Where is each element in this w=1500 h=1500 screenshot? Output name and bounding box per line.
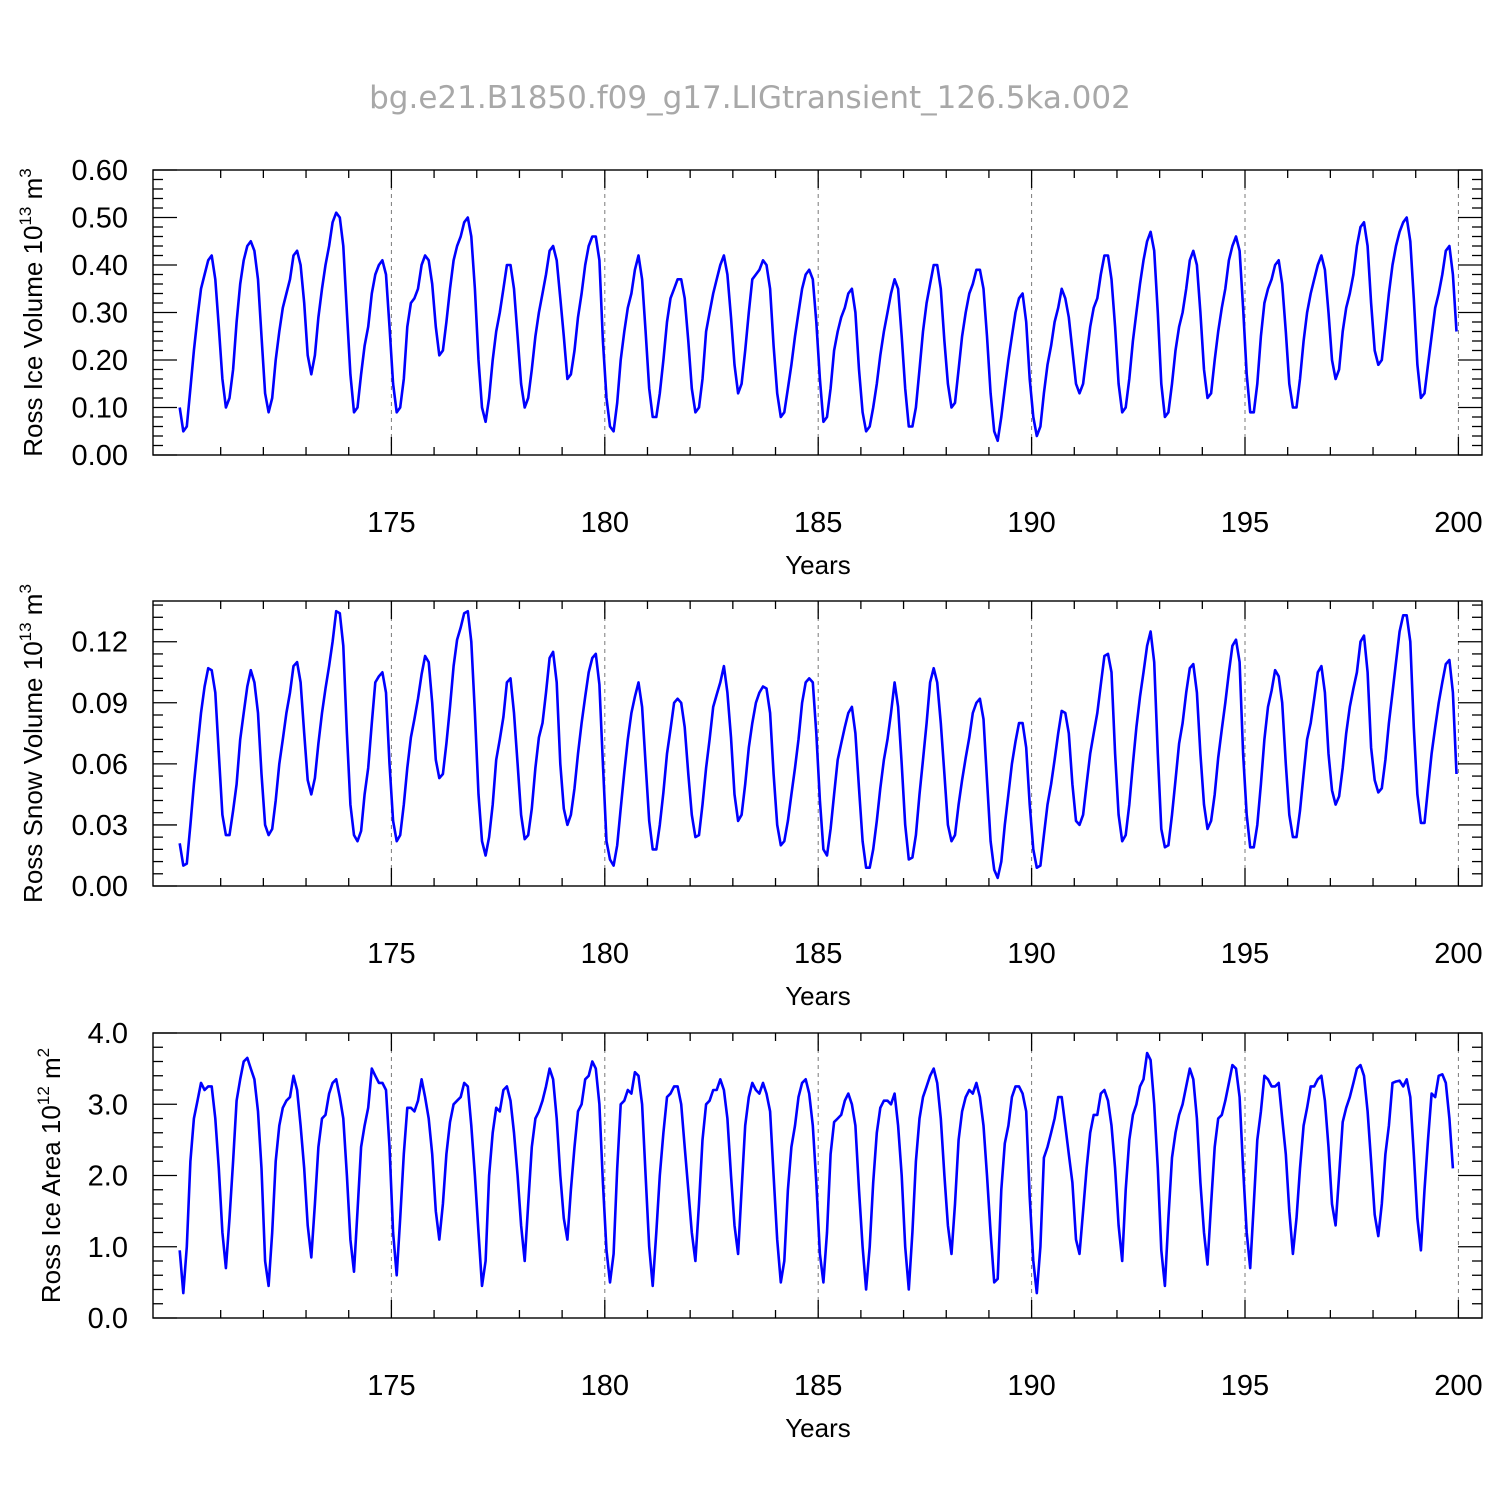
- x-tick-label: 190: [1007, 507, 1055, 539]
- series-line-1: [178, 211, 1458, 443]
- plot-frame: [152, 1032, 1483, 1319]
- y-tick-label: 0.40: [72, 250, 128, 282]
- y-axis-label: Ross Ice Area 1012 m2: [34, 1048, 66, 1303]
- x-tick-label: 175: [367, 1370, 415, 1402]
- y-tick-label: 0.10: [72, 393, 128, 425]
- y-tick-label: 0.06: [72, 749, 128, 781]
- x-tick-label: 175: [367, 507, 415, 539]
- y-axis-label: Ross Ice Volume 1013 m3: [16, 168, 48, 457]
- panel-3: 175 180 185 190 195 200 0.0 1.0 2.0 3.0 4.0 Years Ro…: [34, 1018, 1483, 1443]
- x-tick-label: 190: [1007, 1370, 1055, 1402]
- x-tick-label: 200: [1434, 507, 1482, 539]
- x-tick-label: 190: [1007, 938, 1055, 970]
- y-tick-label: 0.20: [72, 345, 128, 377]
- x-tick-label: 195: [1221, 938, 1269, 970]
- figure-title: bg.e21.B1850.f09_g17.LIGtransient_126.5k…: [369, 80, 1131, 116]
- x-tick-label: 180: [581, 1370, 629, 1402]
- plot-frame: [152, 600, 1483, 887]
- y-tick-label: 3.0: [88, 1089, 128, 1121]
- y-tick-label: 0.00: [72, 440, 128, 472]
- y-tick-label: 1.0: [88, 1232, 128, 1264]
- y-tick-label: 0.0: [88, 1303, 128, 1335]
- y-tick-label: 4.0: [88, 1018, 128, 1050]
- x-tick-label: 200: [1434, 938, 1482, 970]
- x-tick-label: 185: [794, 1370, 842, 1402]
- series-line-3: [178, 1051, 1455, 1295]
- x-axis-label: Years: [785, 550, 851, 580]
- panel-2: 175 180 185 190 195 200 0.00 0.03 0.06 0.09 0.12 Ye…: [16, 584, 1483, 1011]
- y-tick-label: 0.30: [72, 298, 128, 330]
- series-line-2: [178, 609, 1458, 880]
- x-tick-label: 185: [794, 507, 842, 539]
- x-axis-label: Years: [785, 981, 851, 1011]
- plot-frame: [152, 169, 1483, 456]
- x-tick-label: 185: [794, 938, 842, 970]
- y-tick-label: 0.50: [72, 203, 128, 235]
- y-tick-label: 0.60: [72, 155, 128, 187]
- y-tick-label: 0.00: [72, 871, 128, 903]
- panels: 175 180 185 190 195 200 0.00 0.10 0.20 0.30 0.40 0.…: [16, 155, 1483, 1443]
- y-tick-label: 0.12: [72, 627, 128, 659]
- x-tick-label: 180: [581, 938, 629, 970]
- x-tick-label: 195: [1221, 1370, 1269, 1402]
- x-tick-label: 180: [581, 507, 629, 539]
- y-tick-label: 0.09: [72, 688, 128, 720]
- x-tick-label: 200: [1434, 1370, 1482, 1402]
- panel-1: 175 180 185 190 195 200 0.00 0.10 0.20 0.30 0.40 0.…: [16, 155, 1483, 580]
- x-tick-label: 175: [367, 938, 415, 970]
- x-tick-label: 195: [1221, 507, 1269, 539]
- y-axis-label: Ross Snow Volume 1013 m3: [16, 584, 48, 903]
- y-tick-label: 0.03: [72, 810, 128, 842]
- x-axis-label: Years: [785, 1413, 851, 1443]
- y-tick-label: 2.0: [88, 1161, 128, 1193]
